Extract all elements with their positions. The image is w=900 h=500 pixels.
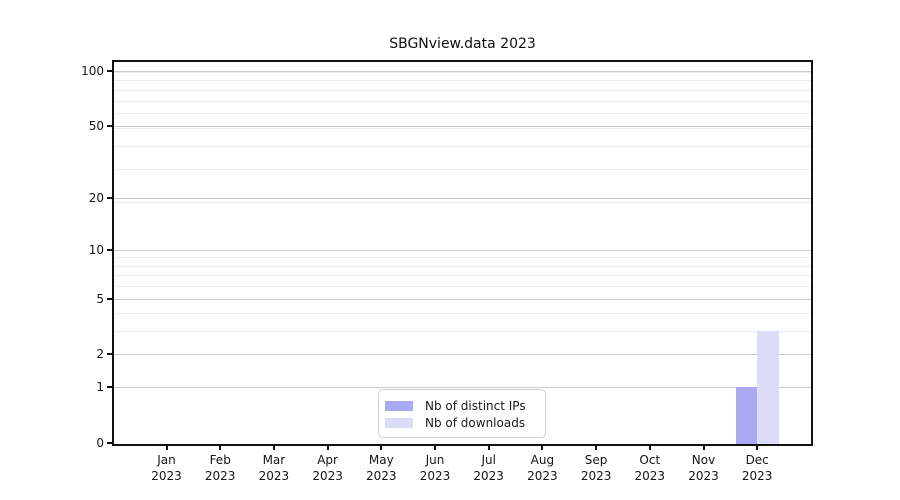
legend-entry-distinct-ips: Nb of distinct IPs xyxy=(385,398,537,414)
gridline-major xyxy=(114,387,811,389)
gridline-minor xyxy=(114,331,811,333)
x-tick-label: Feb 2023 xyxy=(204,453,236,483)
y-tick-mark xyxy=(107,125,113,128)
x-tick-mark xyxy=(648,445,651,450)
gridline-major xyxy=(114,249,811,251)
gridline-minor xyxy=(114,113,811,114)
legend-label-downloads: Nb of downloads xyxy=(425,416,526,430)
x-tick-label: Oct 2023 xyxy=(634,453,666,483)
x-tick-label: May 2023 xyxy=(366,453,397,483)
legend-entry-downloads: Nb of downloads xyxy=(385,415,537,431)
legend-label-distinct-ips: Nb of distinct IPs xyxy=(425,399,526,413)
gridline-minor xyxy=(114,275,811,277)
y-tick-label: 0 xyxy=(96,436,104,450)
gridline-minor xyxy=(114,257,811,259)
bar-downloads xyxy=(757,331,779,444)
x-tick-mark xyxy=(326,445,329,450)
y-tick-mark xyxy=(107,196,113,199)
gridline-minor xyxy=(114,145,811,147)
y-tick-mark xyxy=(107,297,113,300)
gridline-minor xyxy=(114,100,811,102)
y-tick-label: 1 xyxy=(96,380,104,395)
x-tick-mark xyxy=(272,445,275,450)
y-tick-mark xyxy=(107,70,113,72)
y-tick-label: 2 xyxy=(96,347,104,362)
x-tick-mark xyxy=(219,445,222,450)
x-tick-label: Dec 2023 xyxy=(741,453,773,483)
x-tick-label: Apr 2023 xyxy=(312,453,343,483)
y-tick-label: 50 xyxy=(88,119,104,134)
y-tick-label: 100 xyxy=(81,64,104,78)
x-tick-label: Jan 2023 xyxy=(151,453,182,483)
gridline-minor xyxy=(114,127,811,129)
y-tick-label: 20 xyxy=(88,190,104,205)
gridline-major xyxy=(114,197,811,199)
bar-distinct-ips xyxy=(735,387,758,444)
x-tick-label: Jun 2023 xyxy=(419,453,451,483)
plot-area xyxy=(112,60,813,446)
y-tick-mark xyxy=(107,353,113,356)
x-tick-mark xyxy=(541,445,544,450)
gridline-minor xyxy=(114,313,811,315)
gridline-minor xyxy=(114,80,811,82)
x-tick-mark xyxy=(756,445,759,450)
y-tick-mark xyxy=(107,248,113,251)
gridline-minor xyxy=(114,286,811,288)
chart-title: SBGNview.data 2023 xyxy=(389,36,536,52)
legend-swatch-downloads xyxy=(385,418,413,428)
gridline-minor xyxy=(114,89,811,91)
gridline-minor xyxy=(114,201,811,203)
gridline-major xyxy=(114,354,811,356)
x-tick-label: Sep 2023 xyxy=(580,453,612,483)
gridline-major xyxy=(114,126,811,128)
y-tick-mark xyxy=(107,442,113,444)
gridline-major xyxy=(114,298,811,300)
gridline-minor xyxy=(114,265,811,267)
gridline-major xyxy=(114,71,811,72)
y-tick-label: 5 xyxy=(96,291,104,306)
gridline-minor xyxy=(114,168,811,170)
y-tick-mark xyxy=(107,386,113,389)
x-tick-label: Aug 2023 xyxy=(527,453,558,483)
x-tick-mark xyxy=(434,445,436,450)
x-tick-label: Mar 2023 xyxy=(258,453,290,483)
legend: Nb of distinct IPs Nb of downloads xyxy=(378,389,546,438)
y-tick-label: 10 xyxy=(88,242,104,257)
x-tick-label: Nov 2023 xyxy=(688,453,719,483)
x-tick-label: Jul 2023 xyxy=(473,453,504,483)
x-tick-mark xyxy=(595,445,598,450)
gridline-minor xyxy=(114,71,811,73)
legend-swatch-distinct-ips xyxy=(385,401,413,411)
x-tick-mark xyxy=(165,445,168,450)
x-tick-mark xyxy=(702,445,705,450)
x-tick-mark xyxy=(487,445,490,450)
x-tick-mark xyxy=(380,445,383,450)
